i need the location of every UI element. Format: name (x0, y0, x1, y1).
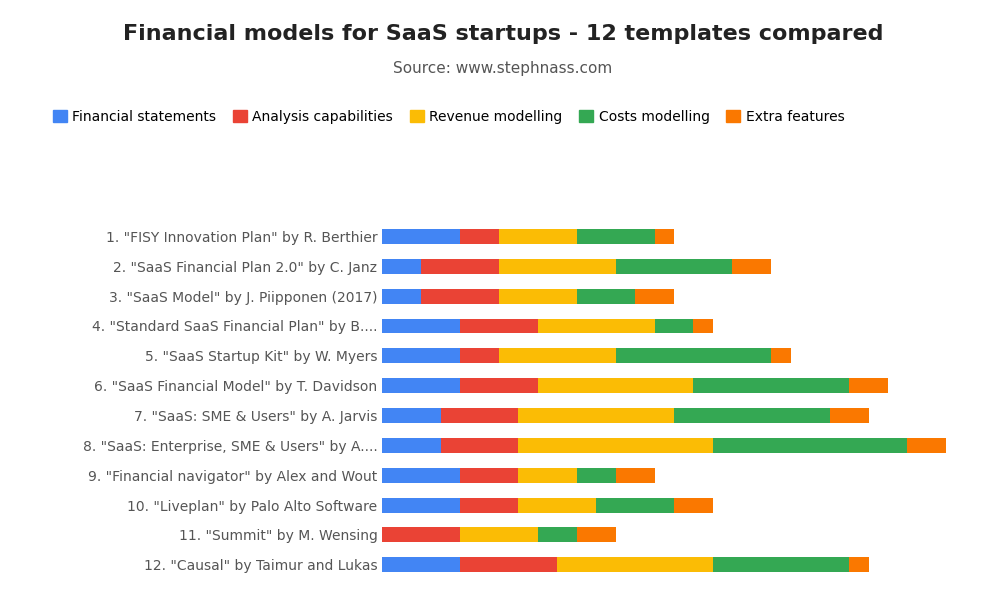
Bar (422, 259, 499, 274)
Bar (655, 319, 693, 333)
Bar (693, 319, 713, 333)
Bar (382, 498, 460, 512)
Text: Financial models for SaaS startups - 12 templates compared: Financial models for SaaS startups - 12 … (123, 24, 883, 44)
Bar (460, 229, 499, 244)
Bar (441, 438, 518, 453)
Bar (460, 319, 538, 333)
Bar (538, 319, 655, 333)
Bar (460, 527, 538, 543)
Bar (518, 498, 597, 512)
Bar (460, 348, 499, 364)
Text: Source: www.stephnass.com: Source: www.stephnass.com (393, 61, 613, 76)
Bar (597, 498, 674, 512)
Bar (518, 438, 713, 453)
Bar (518, 408, 674, 423)
Bar (382, 557, 460, 572)
Bar (499, 229, 576, 244)
Bar (674, 408, 830, 423)
Bar (422, 289, 499, 304)
Bar (616, 348, 772, 364)
Bar (382, 468, 460, 483)
Bar (538, 527, 576, 543)
Bar (772, 348, 791, 364)
Bar (576, 527, 616, 543)
Bar (382, 319, 460, 333)
Bar (382, 378, 460, 393)
Bar (830, 408, 868, 423)
Bar (576, 229, 655, 244)
Bar (538, 378, 693, 393)
Bar (382, 527, 460, 543)
Bar (693, 378, 849, 393)
Bar (849, 557, 868, 572)
Bar (382, 438, 441, 453)
Bar (460, 498, 518, 512)
Bar (655, 229, 674, 244)
Bar (499, 289, 576, 304)
Legend: Financial statements, Analysis capabilities, Revenue modelling, Costs modelling,: Financial statements, Analysis capabilit… (47, 104, 850, 129)
Bar (849, 378, 888, 393)
Bar (713, 438, 907, 453)
Bar (382, 348, 460, 364)
Bar (635, 289, 674, 304)
Bar (460, 378, 538, 393)
Bar (576, 468, 616, 483)
Bar (557, 557, 713, 572)
Bar (460, 557, 557, 572)
Bar (382, 229, 460, 244)
Bar (713, 557, 849, 572)
Bar (382, 408, 441, 423)
Bar (518, 468, 576, 483)
Bar (576, 289, 635, 304)
Bar (499, 348, 616, 364)
Bar (382, 289, 422, 304)
Bar (382, 259, 422, 274)
Bar (674, 498, 713, 512)
Bar (499, 259, 616, 274)
Bar (616, 259, 732, 274)
Bar (460, 468, 518, 483)
Bar (441, 408, 518, 423)
Bar (907, 438, 947, 453)
Bar (732, 259, 772, 274)
Bar (616, 468, 655, 483)
